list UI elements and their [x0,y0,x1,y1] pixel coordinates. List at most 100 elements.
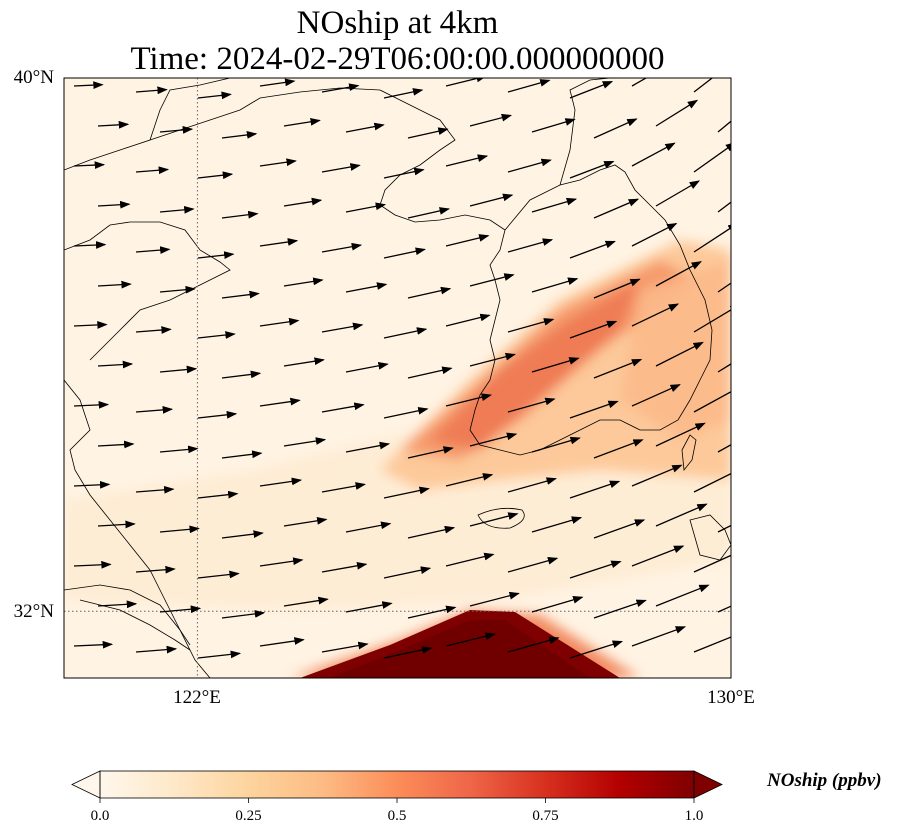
wind-arrow [507,477,557,493]
wind-arrow [159,605,202,614]
wind-arrow [383,566,432,579]
wind-arrow [407,366,453,379]
wind-arrow [383,247,426,259]
wind-arrow [197,650,242,659]
wind-arrow [507,158,552,173]
wind-arrow [283,596,329,607]
gridlines [64,78,731,678]
wind-arrow [655,584,710,607]
wind-arrow [197,410,238,419]
wind-vectors [73,78,731,659]
wind-arrow [655,341,704,367]
wind-arrow [531,516,583,533]
map-frame [63,77,732,679]
wind-arrow [259,78,296,87]
wind-arrow [469,432,518,447]
wind-arrow [507,238,554,253]
wind-arrow [221,131,258,139]
wind-arrow [469,273,515,287]
colorbar-tick-label: 0.5 [387,808,407,824]
wind-arrow [593,599,647,619]
wind-arrow [345,601,393,613]
wind-arrow [631,464,683,487]
wind-arrow [445,552,495,567]
wind-arrow [469,193,514,207]
wind-arrow [383,406,429,419]
wind-arrow [73,560,112,569]
wind-arrow [717,524,731,533]
wind-arrow [73,241,107,249]
wind-arrow [259,238,299,247]
wind-arrow [383,88,424,99]
colorbar-extend-max [693,770,723,799]
wind-arrow [221,610,266,619]
wind-arrow [197,91,232,100]
wind-arrow [445,154,489,167]
wind-arrow [97,520,136,529]
wind-arrow [531,277,579,293]
wind-arrow [221,290,260,299]
wind-arrow [593,278,641,299]
wind-arrow [97,280,132,289]
wind-arrow [73,640,114,649]
wind-arrow [73,81,104,90]
wind-arrow [197,570,240,579]
wind-arrow [97,600,138,609]
wind-arrow [469,352,516,367]
colorbar-label: NOship (ppbv) [767,770,882,791]
wind-arrow [221,530,264,539]
wind-arrow [631,626,687,647]
wind-arrow [593,519,646,539]
wind-arrow [407,446,454,459]
wind-arrow [531,118,576,133]
coastlines [64,78,731,678]
wind-arrow [135,86,168,95]
wind-arrow [693,391,731,413]
wind-arrow [135,565,176,574]
wind-arrow [693,304,731,333]
wind-arrow [569,80,614,99]
wind-arrow [569,320,618,339]
wind-arrow [569,560,622,579]
wind-arrow [407,127,449,139]
wind-arrow [197,490,239,499]
wind-arrow [407,605,457,619]
wind-arrow [693,472,731,493]
lon-label-122e: 122°E [173,687,221,708]
wind-arrow [469,113,513,127]
wind-arrow [445,234,490,247]
wind-arrow [569,640,624,659]
wind-arrow [655,180,701,207]
wind-arrow [73,480,111,489]
wind-arrow [383,486,430,499]
wind-arrow [569,160,615,179]
wind-arrow [445,393,492,407]
wind-arrow [135,645,178,654]
wind-arrow [159,126,194,134]
concentration-field [64,78,731,678]
wind-arrow [159,445,199,454]
wind-arrow [197,331,236,339]
wind-arrow [693,636,731,653]
wind-arrow [445,632,496,647]
wind-arrow [445,313,491,327]
wind-arrow [97,440,135,449]
wind-arrow [283,277,324,287]
wind-arrow [593,198,640,219]
wind-arrow [693,222,731,253]
wind-arrow [469,591,520,607]
colorbar-extend-min [71,770,101,799]
wind-arrow [631,545,685,567]
wind-arrow [197,171,234,180]
wind-arrow [73,401,110,409]
wind-arrow [283,437,327,447]
wind-arrow [283,197,323,207]
wind-arrow [631,142,676,167]
wind-arrow [507,636,560,653]
wind-arrow [693,142,731,173]
wind-arrow [321,561,368,573]
wind-arrow [569,400,619,419]
wind-arrow [283,357,325,367]
wind-arrow [283,117,321,127]
wind-arrow [97,200,131,209]
